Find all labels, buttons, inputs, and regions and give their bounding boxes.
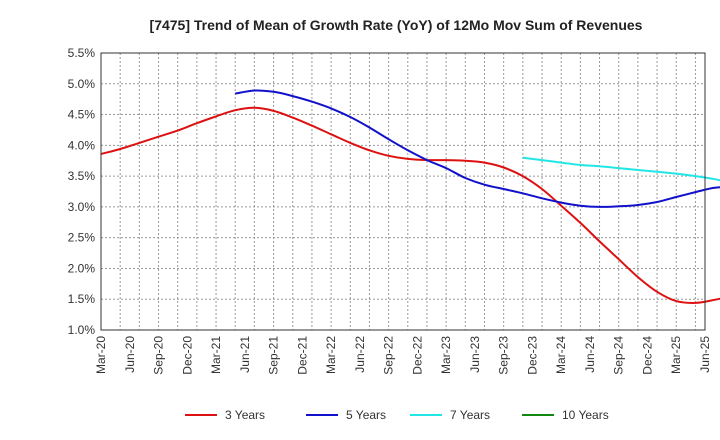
series-line-7-years bbox=[522, 156, 720, 182]
x-tick-label: Sep-21 bbox=[267, 336, 281, 375]
y-tick-label: 1.5% bbox=[68, 292, 96, 306]
x-tick-label: Dec-23 bbox=[525, 336, 539, 375]
legend: 3 Years 5 Years 7 Years 10 Years bbox=[185, 408, 609, 422]
chart-title: [7475] Trend of Mean of Growth Rate (YoY… bbox=[150, 17, 643, 33]
x-tick-label: Sep-20 bbox=[152, 336, 166, 375]
legend-label: 10 Years bbox=[562, 408, 609, 422]
series-lines bbox=[100, 89, 720, 304]
x-tick-label: Mar-23 bbox=[439, 336, 453, 374]
legend-label: 3 Years bbox=[225, 408, 265, 422]
x-tick-label: Jun-20 bbox=[123, 336, 137, 373]
x-tick-label: Mar-20 bbox=[94, 336, 108, 374]
x-tick-label: Jun-21 bbox=[238, 336, 252, 373]
y-tick-label: 1.0% bbox=[68, 323, 96, 337]
x-tick-label: Dec-22 bbox=[410, 336, 424, 375]
x-tick-label: Sep-24 bbox=[612, 336, 626, 375]
legend-label: 5 Years bbox=[346, 408, 386, 422]
legend-label: 7 Years bbox=[450, 408, 490, 422]
x-tick-label: Jun-24 bbox=[583, 336, 597, 373]
x-tick-label: Sep-23 bbox=[497, 336, 511, 375]
x-tick-label: Jun-25 bbox=[698, 336, 712, 373]
y-tick-label: 2.0% bbox=[68, 261, 96, 275]
x-tick-label: Sep-22 bbox=[382, 336, 396, 375]
x-tick-label: Mar-21 bbox=[209, 336, 223, 374]
x-tick-label: Mar-25 bbox=[669, 336, 683, 374]
x-axis: Mar-20 Jun-20 Sep-20 Dec-20 Mar-21 Jun-21 Sep-… bbox=[94, 336, 712, 375]
x-tick-label: Mar-22 bbox=[324, 336, 338, 374]
x-tick-label: Mar-24 bbox=[554, 336, 568, 374]
series-line-3-years bbox=[100, 106, 720, 304]
plot-area bbox=[101, 53, 705, 330]
x-tick-label: Dec-20 bbox=[180, 336, 194, 375]
y-tick-label: 2.5% bbox=[68, 231, 96, 245]
y-tick-label: 5.5% bbox=[68, 46, 96, 60]
x-tick-label: Jun-22 bbox=[353, 336, 367, 373]
y-tick-label: 3.0% bbox=[68, 200, 96, 214]
y-tick-label: 5.0% bbox=[68, 77, 96, 91]
y-tick-label: 3.5% bbox=[68, 169, 96, 183]
y-axis: 1.0% 1.5% 2.0% 2.5% 3.0% 3.5% 4.0% 4.5% 5.0% 5.5% bbox=[68, 46, 96, 337]
plot-border bbox=[100, 52, 706, 331]
x-tick-label: Dec-21 bbox=[295, 336, 309, 375]
y-tick-label: 4.5% bbox=[68, 108, 96, 122]
x-tick-label: Dec-24 bbox=[640, 336, 654, 375]
series-line-5-years bbox=[235, 89, 720, 208]
y-tick-label: 4.0% bbox=[68, 138, 96, 152]
x-tick-label: Jun-23 bbox=[468, 336, 482, 373]
